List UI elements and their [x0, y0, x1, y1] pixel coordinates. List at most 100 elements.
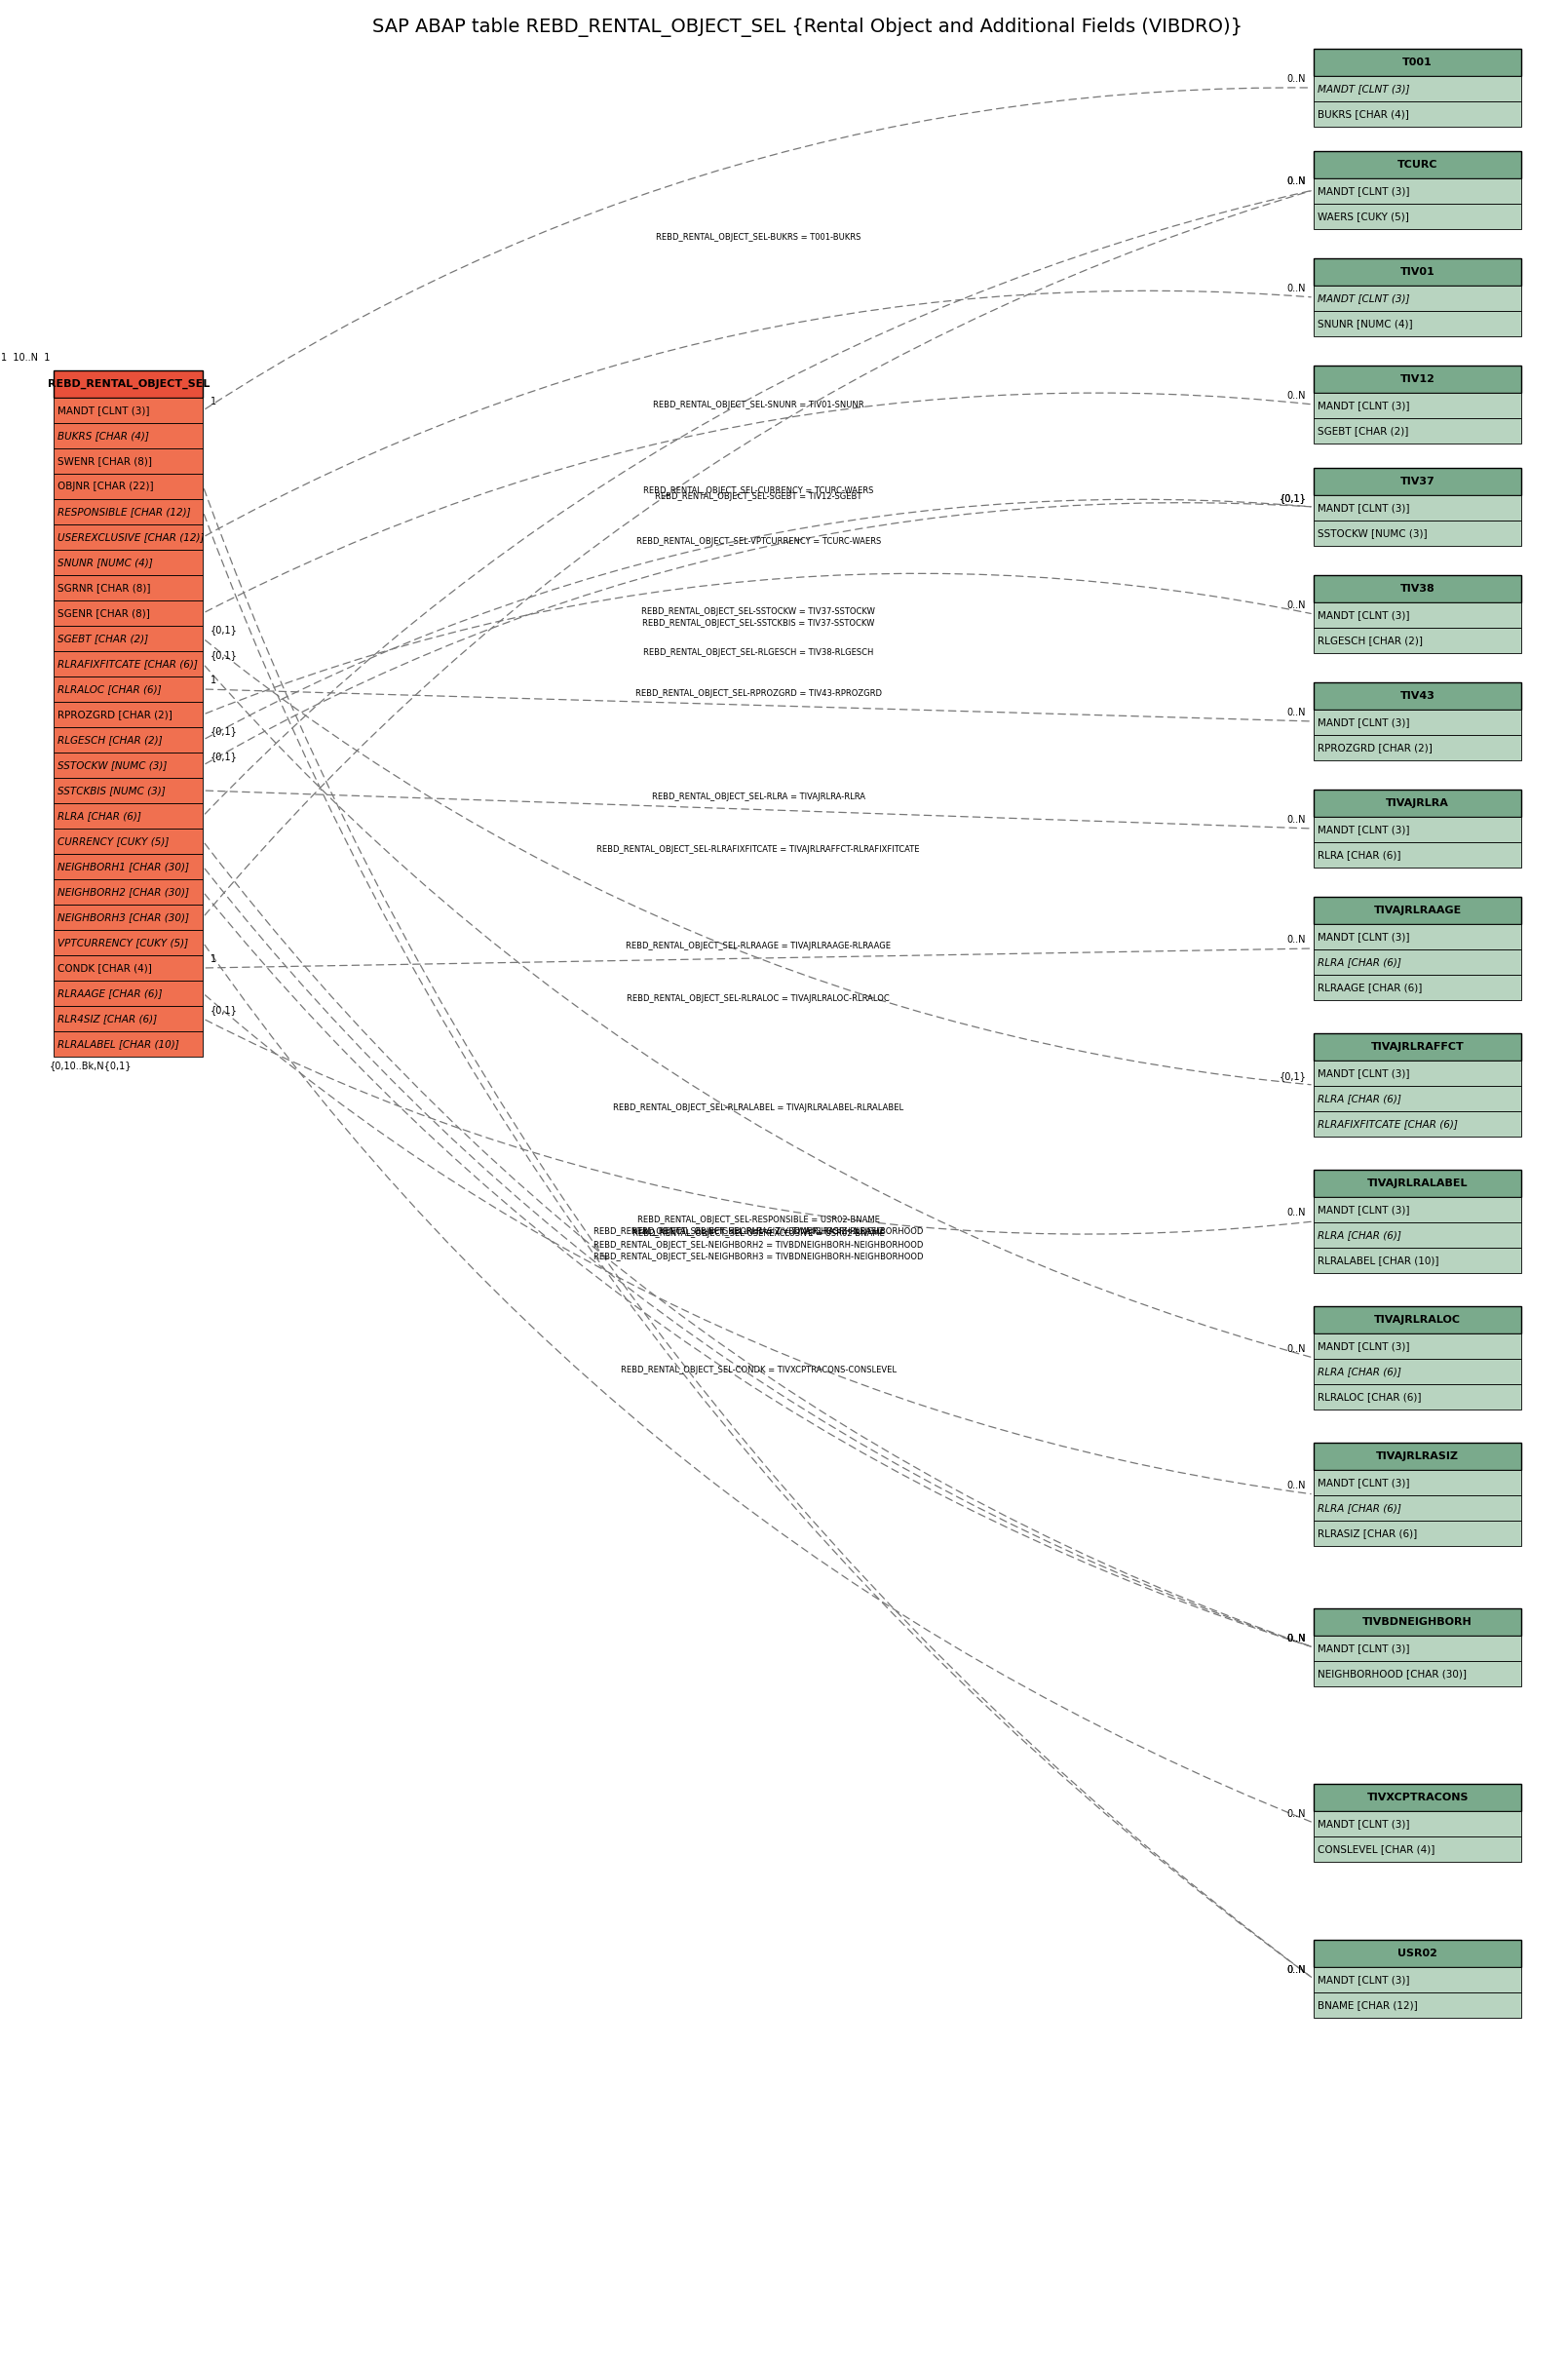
Bar: [1314, 1836, 1521, 1862]
Bar: [53, 651, 204, 676]
Text: REBD_RENTAL_OBJECT_SEL-SSTOCKW = TIV37-SSTOCKW: REBD_RENTAL_OBJECT_SEL-SSTOCKW = TIV37-S…: [641, 606, 875, 615]
Text: RLGESCH [CHAR (2)]: RLGESCH [CHAR (2)]: [1317, 636, 1422, 646]
Text: REBD_RENTAL_OBJECT_SEL-BUKRS = T001-BUKRS: REBD_RENTAL_OBJECT_SEL-BUKRS = T001-BUKR…: [655, 233, 861, 240]
Text: {0,1}: {0,1}: [1279, 493, 1306, 502]
Bar: [1314, 1636, 1521, 1662]
Text: 0..N: 0..N: [1287, 707, 1306, 717]
Bar: [1314, 841, 1521, 867]
Text: REBD_RENTAL_OBJECT_SEL-RESPONSIBLE = USR02-BNAME: REBD_RENTAL_OBJECT_SEL-RESPONSIBLE = USR…: [637, 1216, 880, 1226]
Text: RLRAFIXFITCATE [CHAR (6)]: RLRAFIXFITCATE [CHAR (6)]: [58, 660, 198, 669]
Text: NEIGHBORH3 [CHAR (30)]: NEIGHBORH3 [CHAR (30)]: [58, 912, 190, 922]
Text: WAERS [CUKY (5)]: WAERS [CUKY (5)]: [1317, 212, 1408, 222]
Bar: [53, 931, 204, 955]
Text: REBD_RENTAL_OBJECT_SEL-RLRALOC = TIVAJRLRALOC-RLRALOC: REBD_RENTAL_OBJECT_SEL-RLRALOC = TIVAJRL…: [627, 995, 889, 1004]
Text: RLRAFIXFITCATE [CHAR (6)]: RLRAFIXFITCATE [CHAR (6)]: [1317, 1120, 1458, 1129]
Text: RLRA [CHAR (6)]: RLRA [CHAR (6)]: [1317, 1230, 1402, 1240]
Text: TIV12: TIV12: [1400, 375, 1435, 384]
Text: NEIGHBORHOOD [CHAR (30)]: NEIGHBORHOOD [CHAR (30)]: [1317, 1669, 1466, 1678]
Text: MANDT [CLNT (3)]: MANDT [CLNT (3)]: [1317, 401, 1410, 410]
Text: TIV38: TIV38: [1400, 585, 1435, 594]
Bar: [1314, 1087, 1521, 1110]
Text: REBD_RENTAL_OBJECT_SEL-RLRASIZ = TIVAJRLRASIZ-RLRASIZ: REBD_RENTAL_OBJECT_SEL-RLRASIZ = TIVAJRL…: [632, 1228, 884, 1235]
Bar: [53, 627, 204, 651]
Bar: [1314, 521, 1521, 547]
Text: TIVXCPTRACONS: TIVXCPTRACONS: [1367, 1794, 1469, 1803]
Text: MANDT [CLNT (3)]: MANDT [CLNT (3)]: [1317, 1068, 1410, 1077]
Text: REBD_RENTAL_OBJECT_SEL-RLRAFIXFITCATE = TIVAJRLRAFFCT-RLRAFIXFITCATE: REBD_RENTAL_OBJECT_SEL-RLRAFIXFITCATE = …: [597, 846, 920, 853]
Text: {0,1}: {0,1}: [210, 625, 238, 634]
Text: REBD_RENTAL_OBJECT_SEL-VPTCURRENCY = TCURC-WAERS: REBD_RENTAL_OBJECT_SEL-VPTCURRENCY = TCU…: [637, 537, 881, 547]
Text: RLRAAGE [CHAR (6)]: RLRAAGE [CHAR (6)]: [1317, 983, 1422, 992]
Bar: [1314, 603, 1521, 627]
Bar: [1314, 203, 1521, 229]
Text: REBD_RENTAL_OBJECT_SEL-NEIGHBORH3 = TIVBDNEIGHBORH-NEIGHBORHOOD: REBD_RENTAL_OBJECT_SEL-NEIGHBORH3 = TIVB…: [593, 1254, 924, 1261]
Bar: [1314, 924, 1521, 950]
Text: SGENR [CHAR (8)]: SGENR [CHAR (8)]: [58, 608, 151, 618]
Text: SWENR [CHAR (8)]: SWENR [CHAR (8)]: [58, 457, 152, 467]
Text: 1: 1: [210, 676, 216, 686]
Text: NEIGHBORH2 [CHAR (30)]: NEIGHBORH2 [CHAR (30)]: [58, 886, 190, 896]
Text: RLRASIZ [CHAR (6)]: RLRASIZ [CHAR (6)]: [1317, 1527, 1417, 1539]
Text: TIVBDNEIGHBORH: TIVBDNEIGHBORH: [1363, 1617, 1472, 1626]
Text: 0..N: 0..N: [1287, 601, 1306, 610]
Bar: [1314, 790, 1521, 818]
Text: CURRENCY [CUKY (5)]: CURRENCY [CUKY (5)]: [58, 837, 169, 846]
Bar: [1314, 575, 1521, 603]
Text: 0..N: 0..N: [1287, 177, 1306, 186]
Text: MANDT [CLNT (3)]: MANDT [CLNT (3)]: [58, 405, 149, 415]
Bar: [1314, 1306, 1521, 1334]
Bar: [53, 601, 204, 627]
Text: MANDT [CLNT (3)]: MANDT [CLNT (3)]: [1317, 186, 1410, 196]
Bar: [1314, 1247, 1521, 1273]
Bar: [53, 702, 204, 728]
Bar: [1314, 1032, 1521, 1061]
Text: CONSLEVEL [CHAR (4)]: CONSLEVEL [CHAR (4)]: [1317, 1843, 1435, 1855]
Text: TIVAJRLRA: TIVAJRLRA: [1386, 799, 1449, 808]
Bar: [1314, 75, 1521, 101]
Text: SSTOCKW [NUMC (3)]: SSTOCKW [NUMC (3)]: [1317, 528, 1427, 537]
Text: RPROZGRD [CHAR (2)]: RPROZGRD [CHAR (2)]: [58, 709, 172, 719]
Text: MANDT [CLNT (3)]: MANDT [CLNT (3)]: [1317, 717, 1410, 728]
Bar: [53, 370, 204, 398]
Text: 0..N: 0..N: [1287, 1633, 1306, 1643]
Text: USEREXCLUSIVE [CHAR (12)]: USEREXCLUSIVE [CHAR (12)]: [58, 533, 204, 542]
Bar: [1314, 1197, 1521, 1223]
Bar: [1314, 709, 1521, 735]
Bar: [1314, 1662, 1521, 1685]
Bar: [53, 879, 204, 905]
Text: 0..N: 0..N: [1287, 1480, 1306, 1490]
Bar: [1314, 1940, 1521, 1968]
Bar: [53, 981, 204, 1006]
Text: RLRA [CHAR (6)]: RLRA [CHAR (6)]: [1317, 1504, 1402, 1513]
Text: RLRALOC [CHAR (6)]: RLRALOC [CHAR (6)]: [58, 684, 162, 693]
Text: SAP ABAP table REBD_RENTAL_OBJECT_SEL {Rental Object and Additional Fields (VIBD: SAP ABAP table REBD_RENTAL_OBJECT_SEL {R…: [372, 16, 1242, 38]
Text: RLRA [CHAR (6)]: RLRA [CHAR (6)]: [1317, 851, 1400, 860]
Bar: [53, 1006, 204, 1032]
Bar: [1314, 1784, 1521, 1810]
Text: VPTCURRENCY [CUKY (5)]: VPTCURRENCY [CUKY (5)]: [58, 938, 188, 948]
Text: 0..N: 0..N: [1287, 1966, 1306, 1975]
Bar: [1314, 1384, 1521, 1409]
Text: CONDK [CHAR (4)]: CONDK [CHAR (4)]: [58, 964, 152, 973]
Bar: [53, 1032, 204, 1056]
Text: TIV43: TIV43: [1400, 691, 1435, 700]
Bar: [53, 500, 204, 523]
Bar: [1314, 681, 1521, 709]
Text: 0..N: 0..N: [1287, 1966, 1306, 1975]
Bar: [1314, 1442, 1521, 1471]
Text: MANDT [CLNT (3)]: MANDT [CLNT (3)]: [1317, 1643, 1410, 1652]
Text: REBD_RENTAL_OBJECT_SEL-USEREXCLUSIVE = USR02-BNAME: REBD_RENTAL_OBJECT_SEL-USEREXCLUSIVE = U…: [632, 1228, 884, 1237]
Text: 1: 1: [210, 396, 216, 405]
Text: TIVAJRLRAAGE: TIVAJRLRAAGE: [1374, 905, 1461, 915]
Text: MANDT [CLNT (3)]: MANDT [CLNT (3)]: [1317, 1478, 1410, 1487]
Text: 0..N: 0..N: [1287, 177, 1306, 186]
Bar: [1314, 495, 1521, 521]
Text: 0..N: 0..N: [1287, 73, 1306, 85]
Text: 0..N: 0..N: [1287, 391, 1306, 401]
Text: 0..N: 0..N: [1287, 1207, 1306, 1219]
Text: REBD_RENTAL_OBJECT_SEL-NEIGHBORH2 = TIVBDNEIGHBORH-NEIGHBORHOOD: REBD_RENTAL_OBJECT_SEL-NEIGHBORH2 = TIVB…: [593, 1240, 924, 1249]
Text: TIV37: TIV37: [1400, 476, 1435, 486]
Bar: [1314, 394, 1521, 417]
Text: RLRAAGE [CHAR (6)]: RLRAAGE [CHAR (6)]: [58, 988, 162, 997]
Text: 1  10..N  1: 1 10..N 1: [0, 354, 50, 363]
